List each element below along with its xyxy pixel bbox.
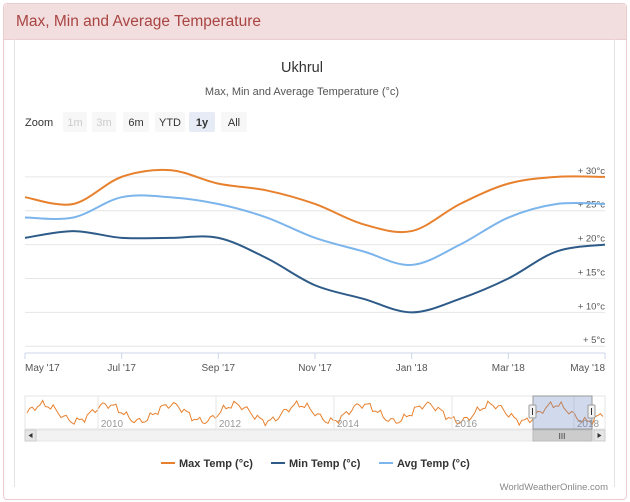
x-tick-label: May '18 xyxy=(570,363,605,374)
x-tick-label: May '17 xyxy=(25,363,60,374)
grid-lines xyxy=(25,176,605,347)
zoom-button-ytd[interactable]: YTD xyxy=(155,112,185,132)
navigator-year-label: 2016 xyxy=(455,419,478,430)
series-lines xyxy=(24,168,606,314)
x-tick-label: Jan '18 xyxy=(396,363,428,374)
x-tick-label: Jul '17 xyxy=(107,363,136,374)
zoom-button-all[interactable]: All xyxy=(221,112,247,132)
zoom-button-1y[interactable]: 1y xyxy=(189,112,215,132)
zoom-button-bg xyxy=(155,112,185,132)
zoom-button-label: 3m xyxy=(96,117,111,129)
navigator[interactable]: 2010 2012 2014 2016 2018 xyxy=(24,395,606,430)
zoom-button-label: 1y xyxy=(196,117,209,129)
scroll-right-arrow-icon xyxy=(597,433,602,438)
zoom-button-bg xyxy=(221,112,247,132)
legend-label: Min Temp (°c) xyxy=(289,458,361,470)
navigator-year-label: 2018 xyxy=(577,419,600,430)
panel-header: Max, Min and Average Temperature xyxy=(4,4,626,40)
zoom-button-6m[interactable]: 6m xyxy=(123,112,149,132)
zoom-button-3m: 3m xyxy=(92,112,116,132)
navigator-selection[interactable] xyxy=(532,395,593,430)
legend-item-min[interactable]: Min Temp (°c) xyxy=(271,458,361,470)
series-line-max[interactable] xyxy=(24,168,606,234)
zoom-button-bg xyxy=(123,112,149,132)
navigator-year-label: 2012 xyxy=(219,419,242,430)
zoom-button-bg xyxy=(92,112,116,132)
scrollbar-track[interactable] xyxy=(24,429,606,442)
x-tick-label: Sep '17 xyxy=(202,363,236,374)
legend-label: Avg Temp (°c) xyxy=(397,458,470,470)
credit-text: WorldWeatherOnline.com xyxy=(499,482,608,493)
scroll-left-arrow-icon xyxy=(28,433,33,438)
legend-label: Max Temp (°c) xyxy=(179,458,253,470)
scrollbar-grip: III xyxy=(559,432,566,441)
scrollbar-thumb[interactable] xyxy=(532,429,593,442)
zoom-button-label: All xyxy=(228,117,240,129)
navigator-background xyxy=(24,395,606,430)
chart-title: Ukhrul xyxy=(281,60,323,76)
zoom-button-1m: 1m xyxy=(63,112,87,132)
x-axis-ticks: May '17 Jul '17 Sep '17 Nov '17 Jan '18 Mar '… xyxy=(24,353,606,374)
navigator-year-label: 2010 xyxy=(101,419,124,430)
zoom-label: Zoom xyxy=(25,117,53,129)
x-tick-label: Mar '18 xyxy=(492,363,525,374)
zoom-button-label: 1m xyxy=(67,117,82,129)
zoom-button-label: 6m xyxy=(128,117,143,129)
y-tick-label: + 5°c xyxy=(583,335,605,346)
panel-title: Max, Min and Average Temperature xyxy=(16,13,261,30)
zoom-button-bg xyxy=(63,112,87,132)
navigator-years: 2010 2012 2014 2016 2018 xyxy=(97,396,600,430)
x-tick-label: Nov '17 xyxy=(298,363,332,374)
chart-subtitle: Max, Min and Average Temperature (°c) xyxy=(205,86,399,98)
navigator-series xyxy=(26,399,604,427)
temperature-chart: Ukhrul Max, Min and Average Temperature … xyxy=(24,60,606,470)
y-axis-ticks: + 5°c + 10°c + 15°c + 20°c + 25°c + 30°c xyxy=(578,166,606,346)
legend: Max Temp (°c) Min Temp (°c) Avg Temp (°c) xyxy=(161,458,470,470)
zoom-buttons: 1m 3m 6m YTD 1y All xyxy=(63,112,247,132)
navigator-year-label: 2014 xyxy=(337,419,360,430)
series-line-min[interactable] xyxy=(24,230,606,314)
y-tick-label: + 30°c xyxy=(578,166,606,177)
y-tick-label: + 20°c xyxy=(578,234,606,245)
legend-item-max[interactable]: Max Temp (°c) xyxy=(161,458,253,470)
series-line-avg[interactable] xyxy=(24,194,606,266)
y-tick-label: + 15°c xyxy=(578,267,606,278)
y-tick-label: + 25°c xyxy=(578,200,606,211)
legend-item-avg[interactable]: Avg Temp (°c) xyxy=(379,458,470,470)
zoom-button-bg xyxy=(189,112,215,132)
zoom-button-label: YTD xyxy=(159,117,181,129)
chart-container: Ukhrul Max, Min and Average Temperature … xyxy=(14,39,615,487)
y-tick-label: + 10°c xyxy=(578,301,606,312)
scrollbar[interactable]: III xyxy=(24,429,606,442)
